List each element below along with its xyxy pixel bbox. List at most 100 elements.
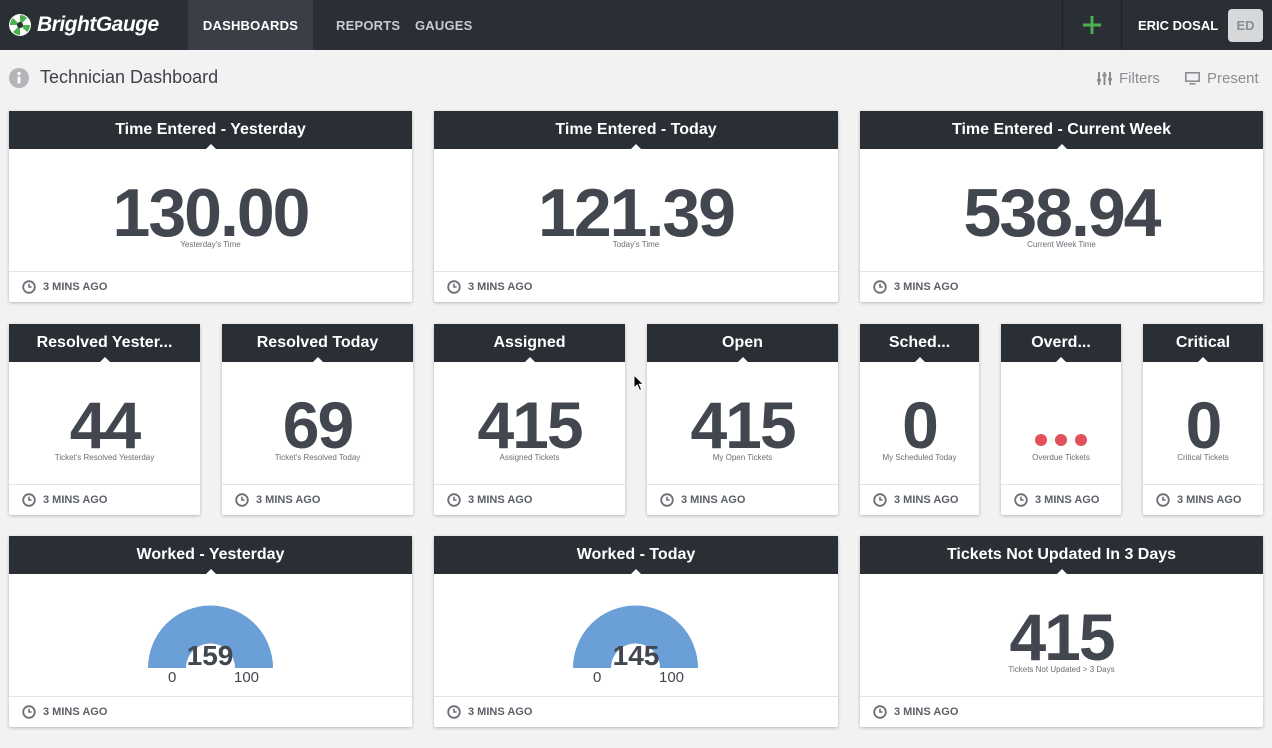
metric-value: 538.94 xyxy=(963,175,1162,251)
card-overdue[interactable]: Overd... Overdue Tickets 3 MINS AGO xyxy=(1001,324,1121,515)
tab-reports[interactable]: REPORTS xyxy=(336,17,401,33)
clock-icon xyxy=(1014,493,1028,507)
card-footer: 3 MINS AGO xyxy=(434,484,625,515)
card-resolved-today[interactable]: Resolved Today 69 Ticket's Resolved Toda… xyxy=(222,324,413,515)
updated-time: 3 MINS AGO xyxy=(1035,494,1100,506)
updated-time: 3 MINS AGO xyxy=(43,706,108,718)
card-footer: 3 MINS AGO xyxy=(860,696,1263,727)
card-title: Critical xyxy=(1143,324,1263,362)
card-footer: 3 MINS AGO xyxy=(1143,484,1263,515)
gauge-max-label: 100 xyxy=(659,669,685,686)
plus-icon xyxy=(1083,16,1101,34)
card-footer: 3 MINS AGO xyxy=(434,271,838,302)
updated-time: 3 MINS AGO xyxy=(468,281,533,293)
metric-label: Current Week Time xyxy=(1027,240,1096,249)
metric-value: 415 xyxy=(1009,600,1115,674)
loading-indicator xyxy=(1001,434,1121,446)
card-assigned[interactable]: Assigned 415 Assigned Tickets 3 MINS AGO xyxy=(434,324,625,515)
clock-icon xyxy=(22,493,36,507)
sliders-icon xyxy=(1097,72,1112,85)
card-title: Time Entered - Current Week xyxy=(860,111,1263,149)
loading-dot xyxy=(1035,434,1047,446)
card-worked-yesterday[interactable]: Worked - Yesterday 159 0 100 3 MINS AGO xyxy=(9,536,412,727)
card-critical[interactable]: Critical 0 Critical Tickets 3 MINS AGO xyxy=(1143,324,1263,515)
card-scheduled[interactable]: Sched... 0 My Scheduled Today 3 MINS AGO xyxy=(860,324,979,515)
updated-time: 3 MINS AGO xyxy=(468,706,533,718)
metric-value: 415 xyxy=(477,388,583,462)
filters-button[interactable]: Filters xyxy=(1097,70,1160,87)
clock-icon xyxy=(22,705,36,719)
clock-icon xyxy=(447,705,461,719)
updated-time: 3 MINS AGO xyxy=(894,281,959,293)
card-footer: 3 MINS AGO xyxy=(860,484,979,515)
updated-time: 3 MINS AGO xyxy=(681,494,746,506)
present-button[interactable]: Present xyxy=(1185,70,1259,87)
metric-value: 415 xyxy=(690,388,796,462)
updated-time: 3 MINS AGO xyxy=(894,706,959,718)
metric-label: Ticket's Resolved Yesterday xyxy=(54,453,155,462)
updated-time: 3 MINS AGO xyxy=(1177,494,1242,506)
loading-dot xyxy=(1075,434,1087,446)
clock-icon xyxy=(873,493,887,507)
clock-icon xyxy=(447,493,461,507)
card-footer: 3 MINS AGO xyxy=(9,271,412,302)
updated-time: 3 MINS AGO xyxy=(43,494,108,506)
tab-gauges[interactable]: GAUGES xyxy=(415,17,473,33)
gauge-max-label: 100 xyxy=(234,669,260,686)
metric-value: 0 xyxy=(1185,388,1223,462)
card-tickets-not-updated[interactable]: Tickets Not Updated In 3 Days 415 Ticket… xyxy=(860,536,1263,727)
filters-label: Filters xyxy=(1119,70,1160,87)
metric-label: Assigned Tickets xyxy=(499,453,560,462)
gauge-arc xyxy=(148,605,273,668)
card-resolved-yesterday[interactable]: Resolved Yester... 44 Ticket's Resolved … xyxy=(9,324,200,515)
brand-name: BrightGauge xyxy=(37,13,159,36)
card-footer: 3 MINS AGO xyxy=(860,271,1263,302)
metric-label: Critical Tickets xyxy=(1177,453,1229,462)
card-time-current-week[interactable]: Time Entered - Current Week 538.94 Curre… xyxy=(860,111,1263,302)
updated-time: 3 MINS AGO xyxy=(43,281,108,293)
metric-value: 0 xyxy=(902,388,939,462)
clock-icon xyxy=(873,280,887,294)
gauge-min-label: 0 xyxy=(168,669,177,686)
card-footer: 3 MINS AGO xyxy=(9,696,412,727)
nav-divider xyxy=(1062,0,1063,50)
card-worked-today[interactable]: Worked - Today 145 0 100 3 MINS AGO xyxy=(434,536,838,727)
updated-time: 3 MINS AGO xyxy=(468,494,533,506)
metric-label: Today's Time xyxy=(612,240,660,249)
card-time-yesterday[interactable]: Time Entered - Yesterday 130.00 Yesterda… xyxy=(9,111,412,302)
metric-value: 69 xyxy=(282,388,354,462)
card-footer: 3 MINS AGO xyxy=(9,484,200,515)
card-title: Resolved Yester... xyxy=(9,324,200,362)
card-open[interactable]: Open 415 My Open Tickets 3 MINS AGO xyxy=(647,324,838,515)
clock-icon xyxy=(447,280,461,294)
card-footer: 3 MINS AGO xyxy=(434,696,838,727)
gauge-value: 159 xyxy=(186,640,234,671)
card-title: Overd... xyxy=(1001,324,1121,362)
card-title: Worked - Yesterday xyxy=(9,536,412,574)
gauge-min-label: 0 xyxy=(593,669,602,686)
tab-dashboards[interactable]: DASHBOARDS xyxy=(188,0,313,50)
card-title: Open xyxy=(647,324,838,362)
mouse-cursor-icon xyxy=(633,374,645,392)
clock-icon xyxy=(22,280,36,294)
card-footer: 3 MINS AGO xyxy=(222,484,413,515)
add-button[interactable] xyxy=(1063,0,1121,50)
updated-time: 3 MINS AGO xyxy=(894,494,959,506)
avatar[interactable]: ED xyxy=(1228,9,1263,42)
brand-logo[interactable]: BrightGauge xyxy=(8,11,159,39)
card-time-today[interactable]: Time Entered - Today 121.39 Today's Time… xyxy=(434,111,838,302)
card-title: Tickets Not Updated In 3 Days xyxy=(860,536,1263,574)
clock-icon xyxy=(1156,493,1170,507)
metric-label: My Scheduled Today xyxy=(882,453,957,462)
page-title: Technician Dashboard xyxy=(40,67,219,87)
nav-divider xyxy=(1121,0,1122,50)
user-name[interactable]: ERIC DOSAL xyxy=(1138,17,1219,33)
loading-dot xyxy=(1055,434,1067,446)
info-icon[interactable] xyxy=(9,68,29,88)
metric-label: My Open Tickets xyxy=(712,453,773,462)
card-title: Assigned xyxy=(434,324,625,362)
card-title: Time Entered - Yesterday xyxy=(9,111,412,149)
metric-label: Overdue Tickets xyxy=(1032,453,1090,462)
metric-value: 121.39 xyxy=(538,175,736,251)
card-title: Resolved Today xyxy=(222,324,413,362)
